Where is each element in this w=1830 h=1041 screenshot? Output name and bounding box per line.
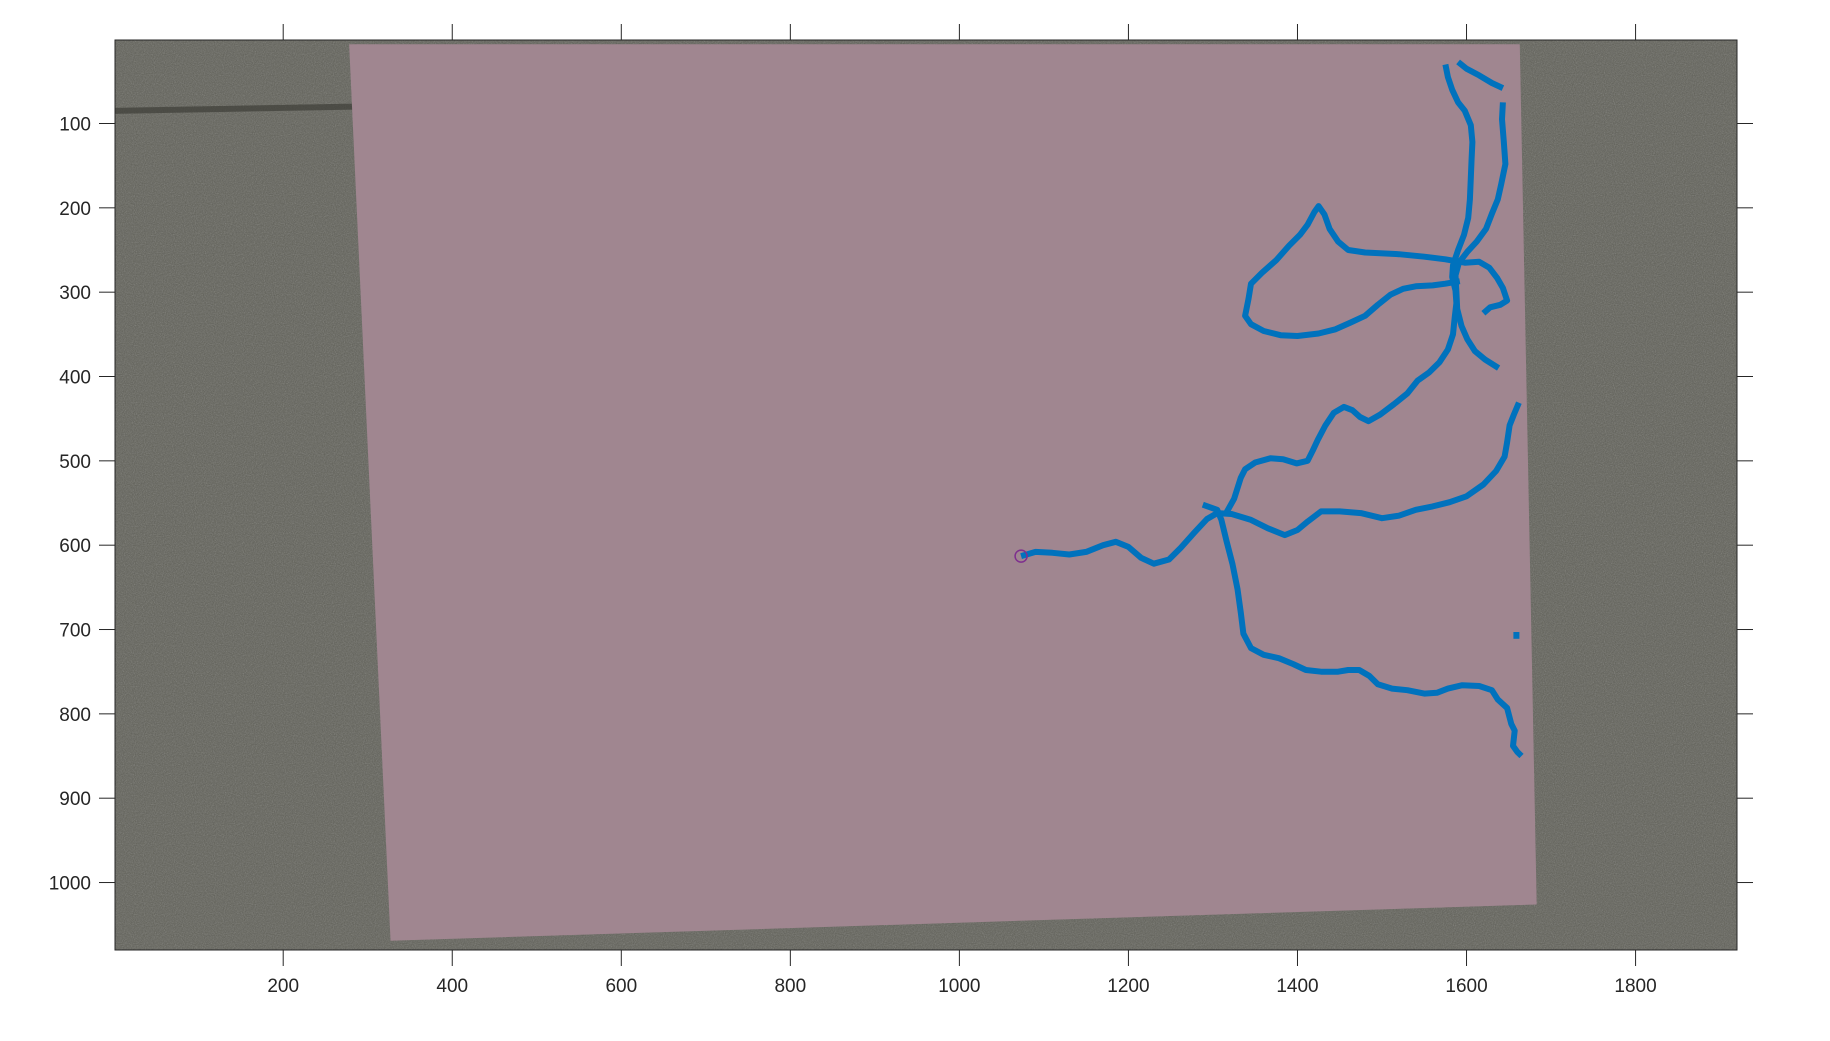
axes-frame [114, 39, 1738, 951]
trace-line-6 [1242, 203, 1511, 339]
y-axis: 100 200 300 400 500 600 700 800 900 1000 [49, 114, 1753, 895]
trace-line-2 [1201, 501, 1524, 759]
y-tick-label: 800 [59, 705, 91, 726]
x-tick-label: 1400 [1276, 976, 1318, 997]
axes-box [114, 39, 1738, 951]
x-axis: 200 400 600 800 1000 1200 1400 1600 1800 [267, 24, 1657, 997]
x-tick-label: 600 [605, 976, 637, 997]
paper-sheet [349, 44, 1537, 941]
y-tick-label: 1000 [49, 874, 91, 895]
photo-streak [114, 103, 356, 114]
x-tick-label: 1800 [1614, 976, 1656, 997]
origin-marker [1014, 549, 1028, 563]
y-tick-label: 600 [59, 536, 91, 557]
x-tick-label: 800 [774, 976, 806, 997]
y-tick-label: 900 [59, 789, 91, 810]
y-tick-label: 500 [59, 452, 91, 473]
x-tick-label: 200 [267, 976, 299, 997]
plot-area [114, 40, 1737, 950]
trace-line-5 [1452, 102, 1509, 371]
y-tick-label: 100 [59, 114, 91, 135]
y-tick-label: 400 [59, 368, 91, 389]
trace-line-4 [1456, 59, 1505, 91]
x-tick-label: 1600 [1445, 976, 1487, 997]
y-tick-label: 300 [59, 283, 91, 304]
x-tick-label: 400 [436, 976, 468, 997]
trace-line-1 [1020, 401, 1522, 567]
x-tick-label: 1200 [1107, 976, 1149, 997]
y-tick-label: 200 [59, 199, 91, 220]
trace-line-3 [1222, 63, 1476, 516]
x-tick-label: 1000 [938, 976, 980, 997]
y-tick-label: 700 [59, 621, 91, 642]
